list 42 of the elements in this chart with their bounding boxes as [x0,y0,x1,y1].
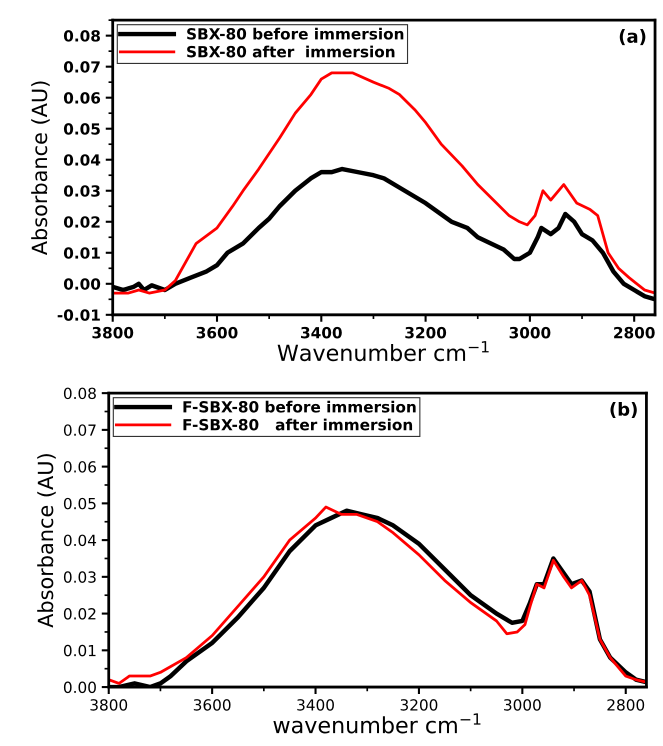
y-tick-label: 0.02 [64,608,96,620]
x-tick-label: 3200 [405,326,446,338]
x-tick-label: 3400 [297,699,334,711]
legend-label: F-SBX-80 before immersion [183,400,416,413]
y-tick-label: 0.06 [64,461,96,473]
y-tick-label: 0.03 [64,185,100,197]
y-tick-label: 0.08 [64,388,96,400]
y-tick-label: 0.05 [64,498,96,510]
x-tick-label: 3800 [90,699,128,711]
y-tick-label: 0.04 [64,154,100,166]
y-tick-label: 0.07 [64,424,96,436]
y-axis-title: Absorbance (AU) [37,454,56,628]
x-tick-label: 2800 [614,326,655,338]
y-tick-label: 0.05 [64,123,100,135]
x-tick-label: 3600 [196,326,238,338]
x-axis-title: Wavenumber cm$^{−1}$ [278,341,489,362]
y-tick-label: 0.00 [64,682,96,694]
y-tick-label: 0.02 [64,216,100,228]
annotation: (b) [610,402,637,418]
x-tick-label: 3000 [510,326,550,338]
y-axis-title: Absorbance (AU) [31,82,50,256]
annotation: (a) [620,29,646,46]
y-tick-label: 0.01 [64,247,100,259]
legend-label: SBX-80 before immersion [187,28,404,40]
legend-label: SBX-80 after immersion [187,46,394,58]
x-tick-label: 3000 [504,699,541,711]
y-tick-label: 0.08 [64,30,100,42]
y-tick-label: 0.00 [64,278,100,290]
y-tick-label: 0.03 [64,571,96,583]
x-axis-title: wavenumber cm$^{−1}$ [273,713,480,734]
y-tick-label: 0.06 [64,92,100,104]
x-tick-label: 2800 [607,699,644,711]
y-tick-label: 0.04 [64,534,96,546]
x-tick-label: 3800 [92,326,134,338]
x-tick-label: 3400 [301,326,342,338]
x-tick-label: 3600 [194,699,231,711]
y-tick-label: 0.07 [64,61,100,73]
y-tick-label: -0.01 [58,309,100,321]
x-tick-label: 3200 [400,699,438,711]
y-tick-label: 0.01 [64,644,96,656]
legend-label: F-SBX-80 after immersion [183,418,412,430]
line-series [112,71,656,294]
